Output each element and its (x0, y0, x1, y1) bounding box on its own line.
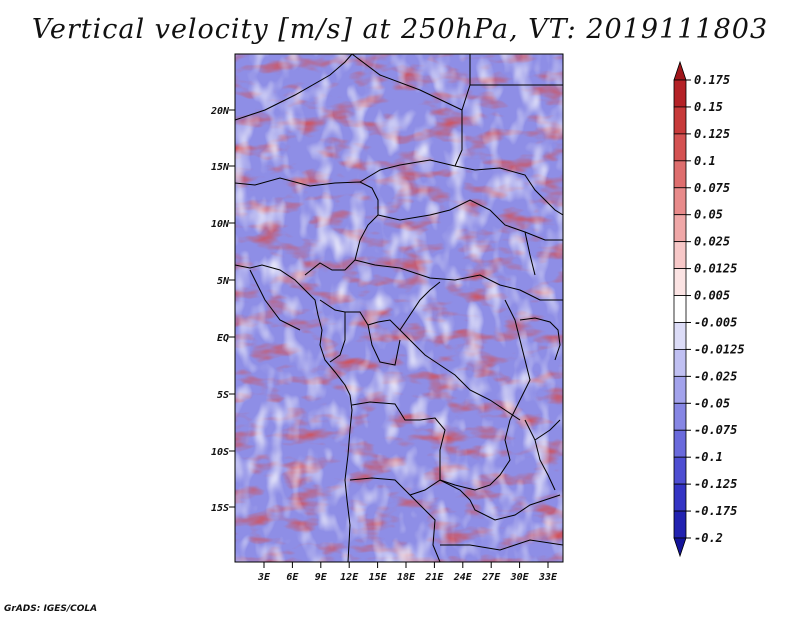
lon-label: 3E (257, 572, 271, 583)
colorbar-label: -0.175 (694, 504, 737, 518)
colorbar-label: -0.2 (694, 531, 723, 545)
lat-label: 15N (211, 162, 230, 173)
velocity-field (235, 54, 563, 562)
lon-label: 21E (424, 572, 444, 583)
colorbar-swatch (673, 133, 687, 162)
lon-label: 30E (510, 572, 530, 583)
colorbar-swatch (673, 79, 687, 108)
footer-credit: GrADS: IGES/COLA (4, 604, 98, 614)
lat-label: 10S (211, 447, 229, 458)
colorbar-swatch (673, 268, 687, 296)
colorbar-label: -0.025 (694, 369, 737, 383)
lon-label: 15E (369, 572, 388, 583)
colorbar-label: 0.175 (694, 73, 730, 87)
lat-label: 5N (217, 276, 230, 287)
country-borders (235, 54, 563, 562)
colorbar-swatch (673, 295, 687, 323)
lon-label: 24E (453, 572, 473, 583)
lon-label: 27E (481, 572, 501, 583)
lat-label: 15S (211, 503, 229, 514)
colorbar-label: -0.075 (694, 423, 737, 437)
lat-label: 5S (217, 390, 229, 401)
colorbar-swatch (673, 537, 687, 558)
colorbar-label: -0.005 (694, 315, 737, 329)
colorbar-swatch (673, 483, 687, 512)
lat-label: 10N (211, 219, 230, 230)
colorbar-label: 0.125 (694, 127, 730, 141)
colorbar-label: 0.075 (694, 181, 730, 195)
chart-title: Vertical velocity [m/s] at 250hPa, VT: 2… (31, 14, 769, 45)
colorbar-label: 0.005 (694, 289, 730, 303)
map-frame (234, 53, 564, 563)
lon-label: 18E (397, 572, 416, 583)
colorbar-swatch (673, 429, 687, 458)
colorbar-label: -0.0125 (694, 342, 745, 356)
colorbar-label: 0.15 (694, 100, 723, 114)
colorbar-swatch (673, 349, 687, 377)
longitude-axis: 3E 6E 9E 12E 15E 18E 21E 24E 27E 30E 33E (257, 562, 558, 583)
colorbar-swatch (673, 375, 687, 404)
colorbar-swatch (673, 160, 687, 189)
lon-label: 12E (340, 572, 359, 583)
colorbar-swatch (673, 60, 687, 81)
coastline (235, 264, 353, 562)
colorbar-label: -0.1 (694, 450, 723, 464)
lat-label: EQ (217, 333, 229, 344)
colorbar-swatch (673, 456, 687, 485)
lon-label: 6E (286, 572, 299, 583)
colorbar-swatch (673, 187, 687, 216)
lat-label: 20N (210, 106, 230, 117)
lon-label: 9E (315, 572, 328, 583)
colorbar-swatch (673, 510, 687, 539)
colorbar-label: 0.025 (694, 235, 730, 249)
colorbar-swatch (673, 214, 687, 243)
latitude-axis: 20N 15N 10N 5N EQ 5S 10S 15S (210, 106, 235, 514)
colorbar: 0.175 0.15 0.125 0.1 0.075 0.05 0.025 0.0125 0.0… (673, 60, 745, 558)
colorbar-label: 0.1 (694, 154, 716, 168)
lon-label: 33E (538, 572, 558, 583)
colorbar-label: 0.0125 (694, 262, 737, 276)
colorbar-label: -0.05 (694, 396, 730, 410)
colorbar-swatch (673, 241, 687, 269)
colorbar-label: 0.05 (694, 208, 723, 222)
colorbar-swatch (673, 402, 687, 431)
colorbar-swatch (673, 322, 687, 350)
colorbar-swatch (673, 106, 687, 135)
colorbar-label: -0.125 (694, 477, 737, 491)
